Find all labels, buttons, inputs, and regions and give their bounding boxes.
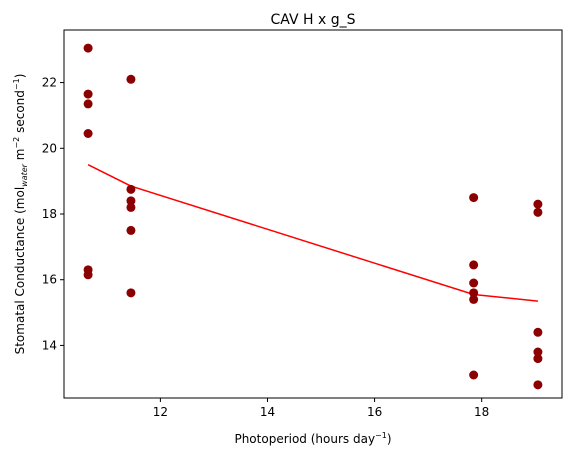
y-axis-label: Stomatal Conductance (molwater m−2 secon… xyxy=(12,74,29,355)
y-tick-label: 16 xyxy=(42,273,57,287)
x-tick-label: 16 xyxy=(367,405,382,419)
data-point xyxy=(533,380,543,390)
data-point xyxy=(469,370,479,380)
data-point xyxy=(533,347,543,357)
trend-line xyxy=(87,164,538,302)
chart-title: CAV H x g_S xyxy=(271,12,356,28)
data-point xyxy=(533,327,543,337)
x-tick-label: 12 xyxy=(153,405,168,419)
y-tick-label: 14 xyxy=(42,338,57,352)
x-axis-ticks: 12 14 16 18 xyxy=(153,398,489,419)
data-point xyxy=(126,74,136,84)
data-point xyxy=(533,207,543,217)
data-point xyxy=(469,193,479,203)
data-point xyxy=(469,288,479,298)
data-point xyxy=(83,129,93,138)
data-point xyxy=(533,354,543,364)
data-points xyxy=(83,43,543,390)
plot-area xyxy=(63,29,563,399)
data-point xyxy=(126,184,136,194)
data-point xyxy=(126,225,136,235)
data-point xyxy=(469,294,479,304)
data-point xyxy=(126,196,136,206)
x-tick-label: 18 xyxy=(474,405,489,419)
data-point xyxy=(83,270,93,280)
x-tick-label: 14 xyxy=(260,405,275,419)
data-point xyxy=(83,43,93,53)
data-point xyxy=(469,260,479,270)
plot-frame xyxy=(63,29,563,399)
data-point xyxy=(83,89,93,99)
data-point xyxy=(126,288,136,298)
data-point xyxy=(533,199,543,209)
data-point xyxy=(126,202,136,212)
y-tick-label: 18 xyxy=(42,207,57,221)
data-point xyxy=(83,99,93,109)
y-axis-ticks: 14 16 18 20 22 xyxy=(42,76,64,352)
data-point xyxy=(469,278,479,288)
x-axis-label: Photoperiod (hours day−1) xyxy=(234,431,391,446)
y-tick-label: 20 xyxy=(42,141,57,155)
y-tick-label: 22 xyxy=(42,76,57,90)
